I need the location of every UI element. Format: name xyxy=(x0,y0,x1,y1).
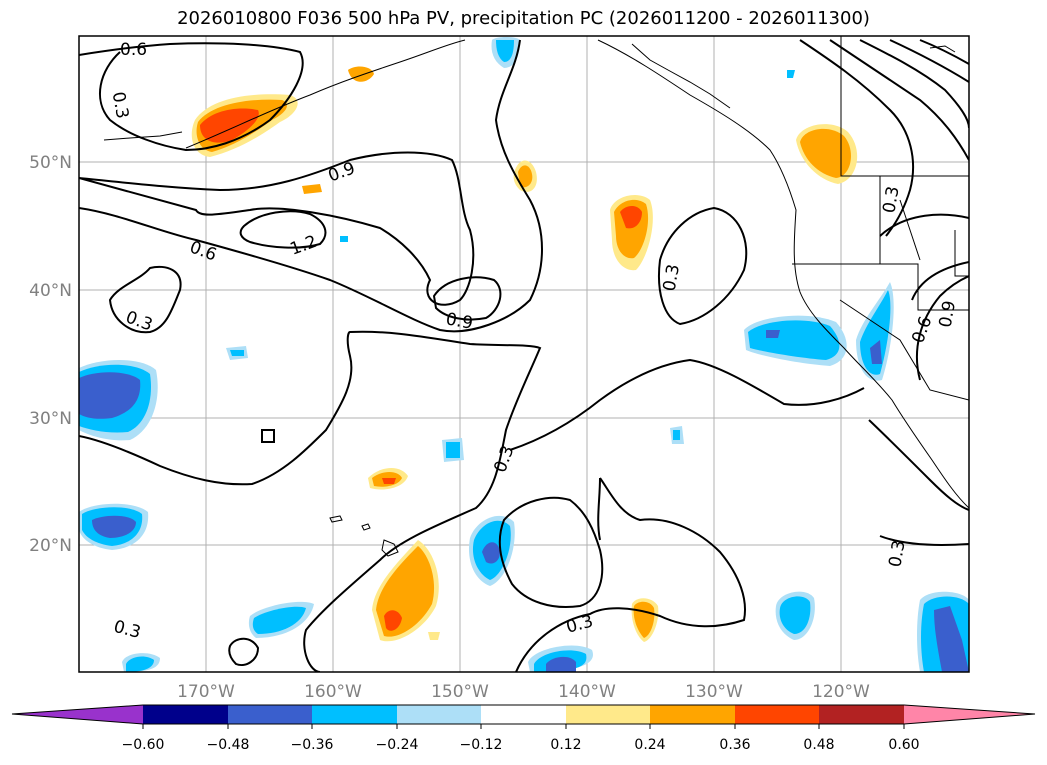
lon-label-150w: 150°W xyxy=(431,682,489,702)
colorbar-tick-label: −0.12 xyxy=(460,737,503,753)
contour-label: 0.3 xyxy=(108,90,132,120)
colorbar-swatch xyxy=(228,705,312,724)
contour-label: 0.3 xyxy=(660,263,684,293)
colorbar: −0.60 −0.48 −0.36 −0.24 −0.12 0.12 0.24 … xyxy=(11,704,1036,753)
lon-label-160w: 160°W xyxy=(304,682,362,702)
lon-label-130w: 130°W xyxy=(685,682,743,702)
colorbar-tick-label: −0.36 xyxy=(291,737,334,753)
colorbar-swatch xyxy=(650,705,735,724)
colorbar-swatch xyxy=(143,705,228,724)
lat-label-20n: 20°N xyxy=(29,536,72,556)
colorbar-swatch xyxy=(735,705,819,724)
colorbar-swatch xyxy=(819,705,904,724)
figure-title: 2026010800 F036 500 hPa PV, precipitatio… xyxy=(177,8,870,29)
colorbar-tick-label: 0.48 xyxy=(803,737,834,753)
colorbar-swatch xyxy=(566,705,650,724)
precip-negative-anomalies xyxy=(79,37,969,672)
lat-label-30n: 30°N xyxy=(29,409,72,429)
colorbar-tick-label: −0.24 xyxy=(376,737,419,753)
colorbar-tick-label: −0.60 xyxy=(122,737,165,753)
longitude-labels: 170°W 160°W 150°W 140°W 130°W 120°W xyxy=(177,682,870,702)
contour-label: 0.3 xyxy=(879,185,903,215)
colorbar-tick-label: 0.24 xyxy=(634,737,665,753)
colorbar-tick-label: 0.36 xyxy=(719,737,750,753)
colorbar-tick-label: 0.12 xyxy=(550,737,581,753)
coastlines xyxy=(103,36,969,557)
map-border xyxy=(78,35,970,673)
pv-contours xyxy=(79,39,969,672)
colorbar-swatch xyxy=(12,705,143,724)
colorbar-swatch xyxy=(904,705,1035,724)
latitude-labels: 50°N 40°N 30°N 20°N xyxy=(29,153,72,556)
colorbar-swatch xyxy=(397,705,481,724)
lat-label-40n: 40°N xyxy=(29,281,72,301)
contour-label: 0.6 xyxy=(120,40,147,60)
contour-label: 0.9 xyxy=(444,309,474,333)
colorbar-tick-label: 0.60 xyxy=(888,737,919,753)
colorbar-tick-label: −0.48 xyxy=(207,737,250,753)
lat-label-50n: 50°N xyxy=(29,153,72,173)
lon-label-120w: 120°W xyxy=(812,682,870,702)
colorbar-swatch xyxy=(312,705,397,724)
lon-label-140w: 140°W xyxy=(558,682,616,702)
contour-label: 0.3 xyxy=(885,539,909,569)
precip-positive-anomalies xyxy=(191,66,858,642)
colorbar-ticks xyxy=(142,724,905,729)
contour-label: 0.9 xyxy=(936,299,960,329)
colorbar-swatch xyxy=(481,705,566,724)
lon-label-170w: 170°W xyxy=(177,682,235,702)
